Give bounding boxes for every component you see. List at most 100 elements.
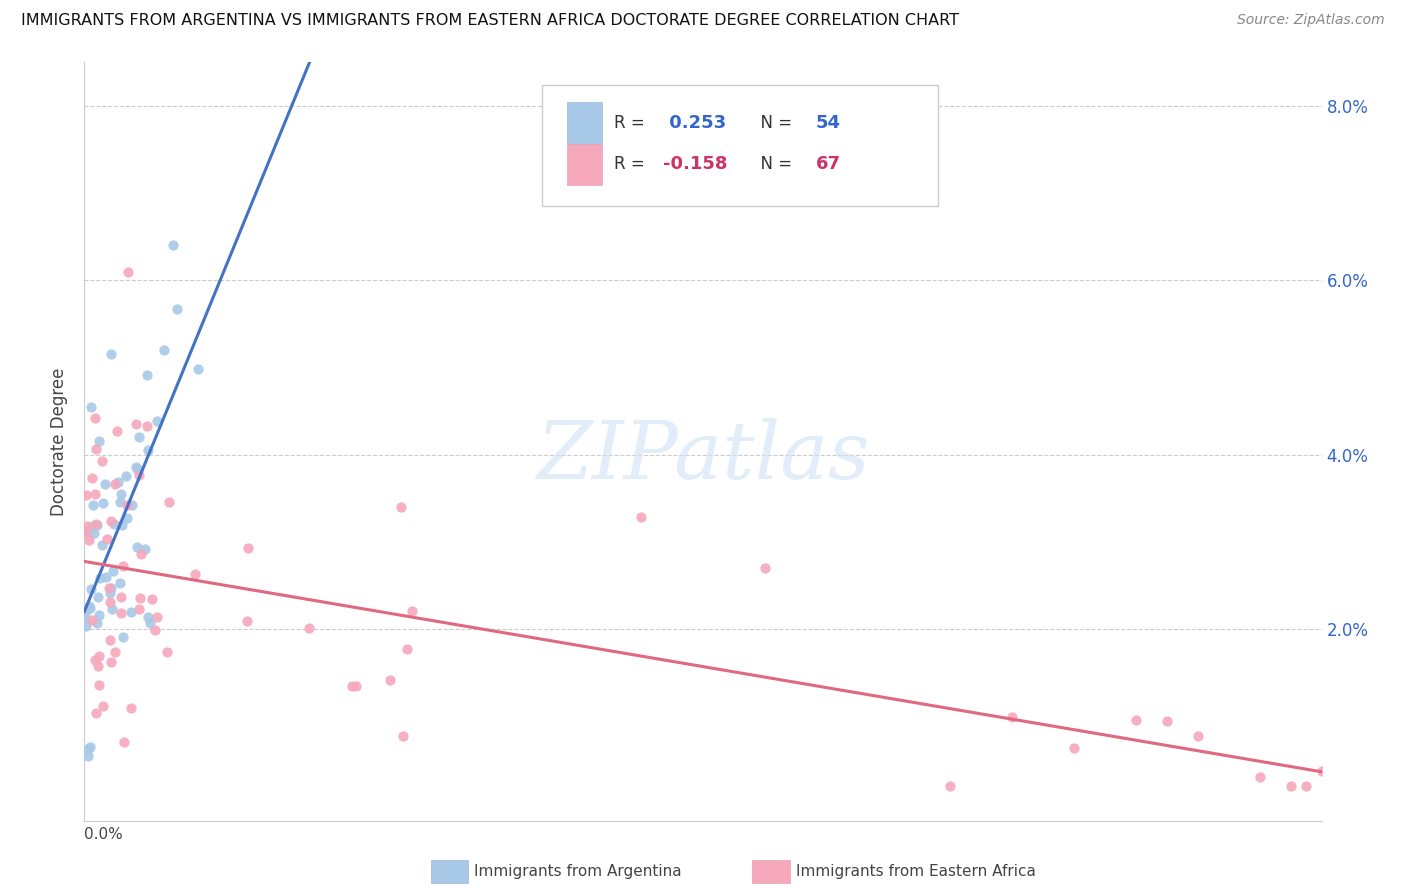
Point — [79, 739, 101, 754]
Point — [145, 414, 167, 428]
Point — [77, 599, 100, 613]
Point — [187, 362, 209, 376]
Point — [83, 652, 105, 666]
Point — [143, 624, 166, 638]
Point — [112, 558, 135, 573]
Point — [939, 779, 962, 793]
Point — [77, 533, 100, 548]
Point — [89, 678, 111, 692]
Point — [395, 641, 418, 656]
Point — [1249, 770, 1271, 784]
Point — [76, 524, 98, 539]
Point — [103, 564, 125, 578]
Point — [91, 496, 114, 510]
Point — [1063, 741, 1085, 756]
Text: Source: ZipAtlas.com: Source: ZipAtlas.com — [1237, 13, 1385, 28]
Text: R =: R = — [614, 113, 650, 132]
Bar — [567, 102, 602, 144]
Point — [125, 417, 148, 431]
Point — [1279, 779, 1302, 793]
Point — [1001, 710, 1024, 724]
Point — [82, 519, 104, 533]
Point — [112, 630, 135, 644]
Point — [754, 561, 776, 575]
Point — [84, 706, 107, 720]
Point — [75, 612, 97, 626]
Point — [136, 610, 159, 624]
Point — [134, 542, 156, 557]
Point — [1310, 764, 1333, 779]
Point — [128, 430, 150, 444]
Point — [96, 533, 118, 547]
Bar — [430, 860, 468, 883]
Point — [76, 519, 98, 533]
Y-axis label: Doctorate Degree: Doctorate Degree — [51, 368, 69, 516]
Point — [139, 616, 162, 631]
Point — [115, 498, 138, 512]
Point — [80, 582, 103, 596]
Point — [344, 679, 367, 693]
Text: 54: 54 — [815, 113, 841, 132]
Point — [120, 701, 142, 715]
Point — [104, 477, 127, 491]
Point — [100, 347, 122, 361]
Point — [89, 571, 111, 585]
Point — [77, 749, 100, 764]
Point — [117, 511, 139, 525]
Point — [105, 425, 128, 439]
Point — [98, 586, 121, 600]
Point — [112, 735, 135, 749]
Point — [79, 600, 101, 615]
Point — [94, 570, 117, 584]
Point — [77, 741, 100, 756]
Text: IMMIGRANTS FROM ARGENTINA VS IMMIGRANTS FROM EASTERN AFRICA DOCTORATE DEGREE COR: IMMIGRANTS FROM ARGENTINA VS IMMIGRANTS … — [21, 13, 959, 29]
Point — [128, 602, 150, 616]
Point — [75, 619, 97, 633]
Bar — [752, 860, 790, 883]
Point — [184, 567, 207, 582]
Point — [128, 467, 150, 482]
Point — [83, 526, 105, 541]
Point — [80, 401, 103, 415]
Point — [87, 659, 110, 673]
Point — [86, 615, 108, 630]
Point — [100, 655, 122, 669]
Point — [162, 237, 184, 252]
Point — [115, 469, 138, 483]
Text: ZIPatlas: ZIPatlas — [536, 418, 870, 495]
Point — [82, 498, 104, 512]
Point — [98, 595, 121, 609]
Point — [91, 698, 114, 713]
Point — [75, 487, 97, 501]
Point — [98, 633, 121, 648]
Point — [111, 518, 134, 533]
Point — [108, 495, 131, 509]
Point — [84, 442, 107, 456]
Point — [104, 644, 127, 658]
Point — [110, 487, 132, 501]
Point — [129, 547, 152, 561]
Point — [84, 410, 107, 425]
Point — [80, 470, 103, 484]
Text: 0.253: 0.253 — [664, 113, 727, 132]
Point — [87, 607, 110, 622]
Point — [1187, 729, 1209, 743]
Bar — [567, 144, 602, 186]
Point — [298, 621, 321, 635]
Point — [136, 443, 159, 458]
Point — [84, 516, 107, 531]
Point — [117, 265, 139, 279]
Point — [1156, 714, 1178, 728]
Point — [166, 302, 188, 317]
Point — [135, 368, 157, 383]
Point — [145, 609, 167, 624]
Point — [378, 673, 401, 688]
Point — [94, 476, 117, 491]
Text: 67: 67 — [815, 155, 841, 173]
Point — [157, 495, 180, 509]
Point — [84, 487, 107, 501]
Point — [124, 460, 146, 475]
Point — [156, 645, 179, 659]
Point — [107, 475, 129, 489]
Text: Immigrants from Argentina: Immigrants from Argentina — [474, 864, 682, 879]
